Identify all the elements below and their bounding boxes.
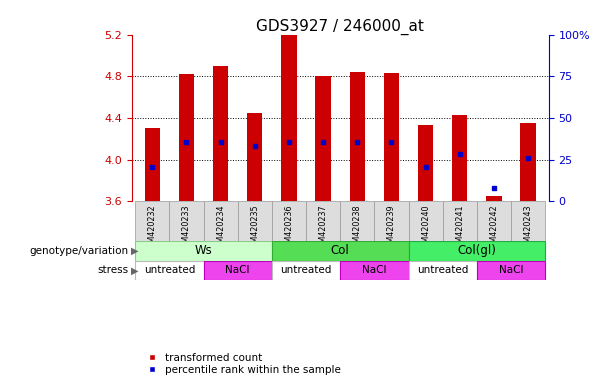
Text: genotype/variation: genotype/variation	[29, 246, 129, 256]
Text: GSM420237: GSM420237	[319, 205, 327, 253]
Bar	[408, 261, 477, 280]
Bar	[452, 115, 468, 201]
Bar	[145, 128, 160, 201]
Text: GSM420241: GSM420241	[455, 205, 464, 253]
Text: untreated: untreated	[280, 265, 332, 275]
Bar	[408, 241, 545, 261]
Text: GSM420232: GSM420232	[148, 205, 157, 253]
Bar	[340, 201, 375, 241]
Bar	[272, 241, 408, 261]
Text: NaCl: NaCl	[362, 265, 387, 275]
Bar	[306, 201, 340, 241]
Text: stress: stress	[97, 265, 129, 275]
Bar	[486, 196, 501, 201]
Bar	[204, 261, 272, 280]
Text: NaCl: NaCl	[499, 265, 524, 275]
Text: GSM420240: GSM420240	[421, 205, 430, 253]
Text: Col(gl): Col(gl)	[457, 244, 497, 257]
Bar	[213, 66, 228, 201]
Text: GSM420236: GSM420236	[284, 205, 294, 253]
Bar	[169, 201, 204, 241]
Bar	[135, 201, 169, 241]
Bar	[418, 125, 433, 201]
Title: GDS3927 / 246000_at: GDS3927 / 246000_at	[256, 18, 424, 35]
Bar	[204, 201, 238, 241]
Legend: transformed count, percentile rank within the sample: transformed count, percentile rank withi…	[137, 349, 345, 379]
Text: GSM420243: GSM420243	[524, 205, 533, 253]
Bar	[135, 241, 272, 261]
Text: untreated: untreated	[417, 265, 468, 275]
Bar	[272, 201, 306, 241]
Text: Col: Col	[331, 244, 349, 257]
Bar	[408, 201, 443, 241]
Text: Ws: Ws	[195, 244, 213, 257]
Bar	[511, 201, 545, 241]
Text: GSM420233: GSM420233	[182, 205, 191, 253]
Bar	[316, 76, 331, 201]
Text: ▶: ▶	[131, 246, 138, 256]
Text: GSM420242: GSM420242	[489, 205, 498, 253]
Bar	[384, 73, 399, 201]
Text: ▶: ▶	[131, 265, 138, 275]
Bar	[247, 113, 262, 201]
Bar	[349, 72, 365, 201]
Bar	[179, 74, 194, 201]
Bar	[375, 201, 408, 241]
Text: GSM420234: GSM420234	[216, 205, 225, 253]
Text: GSM420239: GSM420239	[387, 205, 396, 253]
Text: GSM420238: GSM420238	[353, 205, 362, 253]
Text: NaCl: NaCl	[226, 265, 250, 275]
Text: GSM420235: GSM420235	[250, 205, 259, 253]
Bar	[477, 201, 511, 241]
Bar	[135, 261, 204, 280]
Bar	[238, 201, 272, 241]
Bar	[272, 261, 340, 280]
Bar	[443, 201, 477, 241]
Bar	[340, 261, 408, 280]
Bar	[520, 123, 536, 201]
Bar	[281, 35, 297, 201]
Bar	[477, 261, 545, 280]
Text: untreated: untreated	[143, 265, 195, 275]
